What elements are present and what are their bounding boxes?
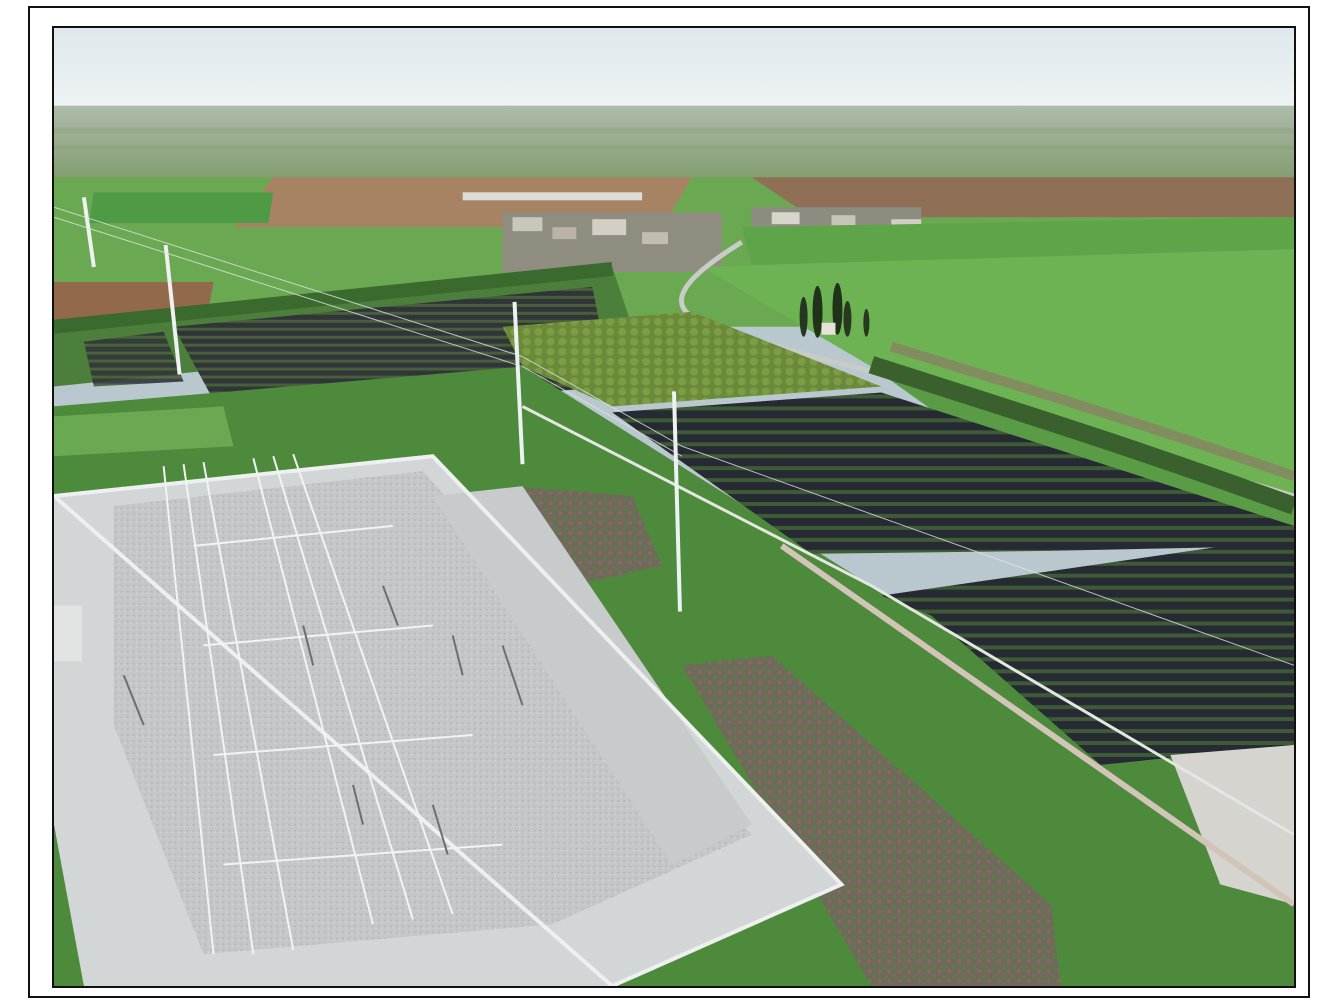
- sky: [54, 28, 1294, 110]
- orchard: [502, 311, 882, 407]
- tree-rows: [54, 262, 1294, 515]
- planted-embankment: [681, 655, 1061, 986]
- aerial-scene: [54, 28, 1294, 986]
- solar-panel-array: [612, 392, 1294, 554]
- electrical-substation: [54, 453, 845, 986]
- cypress-trees: [799, 282, 870, 338]
- transmission-pylons: [81, 197, 682, 612]
- aerial-photo: [52, 26, 1296, 988]
